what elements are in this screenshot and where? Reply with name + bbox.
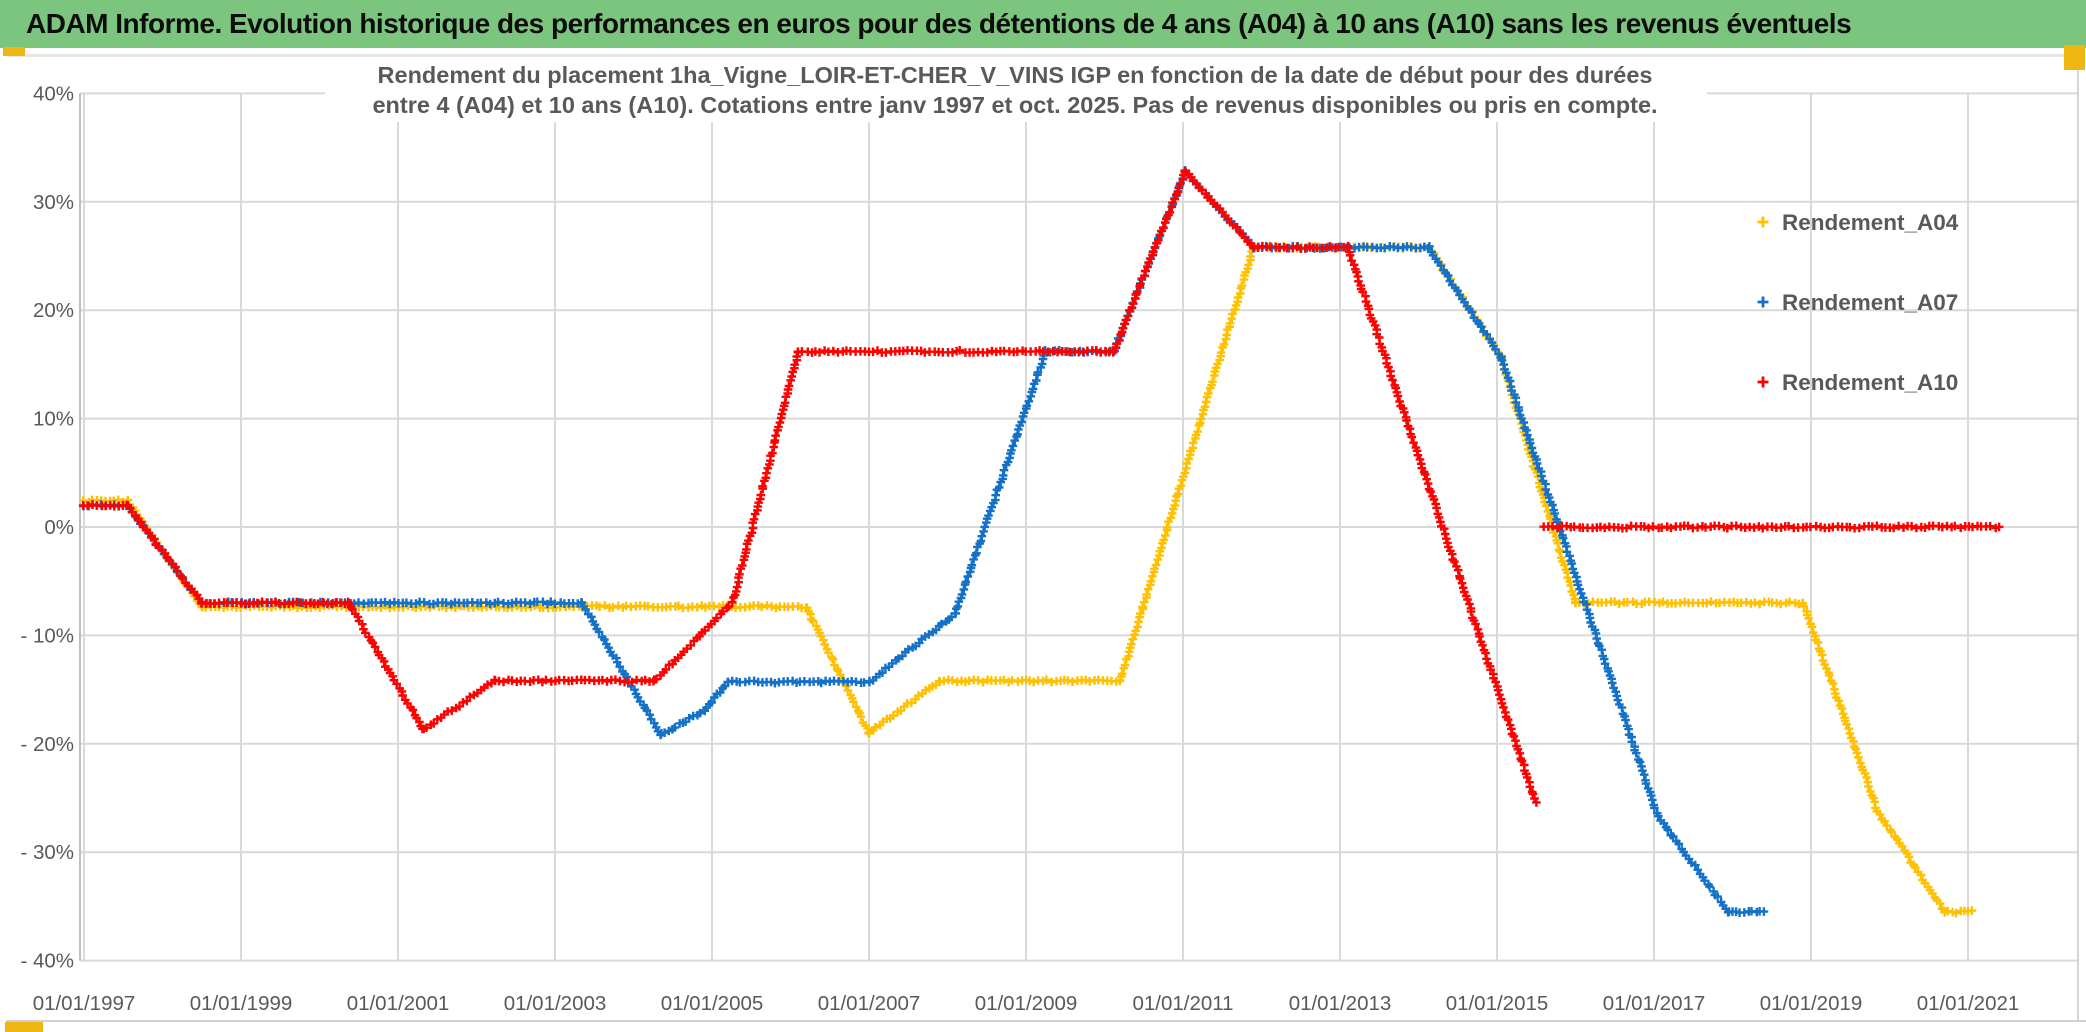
header-bar: ADAM Informe. Evolution historique des p… [0, 0, 2086, 48]
y-tick-label: - 10% [20, 624, 74, 647]
chart-title-line-1: Rendement du placement 1ha_Vigne_LOIR-ET… [378, 62, 1653, 88]
page-title: ADAM Informe. Evolution historique des p… [26, 8, 1852, 39]
accent-mark-top-left [3, 47, 25, 56]
y-axis-labels: 40% 30% 20% 10% 0% - 10% - 20% - 30% - 40% [20, 82, 74, 972]
accent-mark-top-right [2064, 45, 2085, 70]
legend-marker-plus-icon [1757, 296, 1769, 308]
x-tick-label: 01/01/1999 [190, 992, 293, 1015]
header-shadow [8, 54, 2078, 57]
series-rendement_a10[interactable] [78, 166, 2004, 807]
x-axis-labels: 01/01/1997 01/01/1999 01/01/2001 01/01/2003… [33, 992, 2020, 1015]
x-tick-label: 01/01/2003 [504, 992, 607, 1015]
y-tick-label: 20% [33, 299, 74, 322]
x-tick-label: 01/01/2011 [1132, 992, 1233, 1015]
x-tick-label: 01/01/2013 [1289, 992, 1392, 1015]
legend-marker-plus-icon [1757, 376, 1769, 388]
x-tick-label: 01/01/2009 [975, 992, 1078, 1015]
accent-mark-bottom-left [5, 1022, 43, 1032]
chart-title: Rendement du placement 1ha_Vigne_LOIR-ET… [325, 58, 1707, 122]
y-tick-label: 40% [33, 82, 74, 105]
legend-label: Rendement_A10 [1782, 370, 1958, 395]
y-tick-label: - 30% [20, 841, 74, 864]
x-tick-label: 01/01/2017 [1603, 992, 1706, 1015]
chart-title-line-2: entre 4 (A04) et 10 ans (A10). Cotations… [372, 92, 1657, 118]
legend-item-rendement_a04[interactable]: Rendement_A04 [1757, 210, 1959, 235]
series-rendement_a04[interactable] [78, 241, 1977, 918]
y-tick-label: 0% [44, 516, 74, 539]
y-tick-label: 10% [33, 408, 74, 431]
series-line-rendement_a10[interactable] [1539, 521, 2004, 533]
x-tick-label: 01/01/2021 [1917, 992, 2020, 1015]
x-tick-label: 01/01/2015 [1446, 992, 1549, 1015]
legend-marker-plus-icon [1757, 216, 1769, 228]
y-tick-label: 30% [33, 191, 74, 214]
x-tick-label: 01/01/2001 [347, 992, 450, 1015]
x-tick-label: 01/01/2007 [818, 992, 921, 1015]
x-tick-label: 01/01/2005 [661, 992, 764, 1015]
series-line-rendement_a04[interactable] [78, 241, 1977, 918]
legend-item-rendement_a07[interactable]: Rendement_A07 [1757, 290, 1959, 315]
series-line-rendement_a07[interactable] [79, 166, 1769, 917]
series-line-rendement_a10[interactable] [78, 166, 1541, 807]
legend-label: Rendement_A04 [1782, 210, 1959, 235]
y-tick-label: - 20% [20, 733, 74, 756]
x-tick-label: 01/01/2019 [1760, 992, 1863, 1015]
y-tick-label: - 40% [20, 950, 74, 973]
legend-item-rendement_a10[interactable]: Rendement_A10 [1757, 370, 1959, 395]
axes [6, 58, 2086, 1022]
gridlines [80, 92, 2078, 962]
x-tick-label: 01/01/1997 [33, 992, 136, 1015]
legend: Rendement_A04 Rendement_A07 Rendement_A10 [1757, 210, 1959, 395]
series-rendement_a07[interactable] [79, 166, 1769, 917]
legend-label: Rendement_A07 [1782, 290, 1958, 315]
